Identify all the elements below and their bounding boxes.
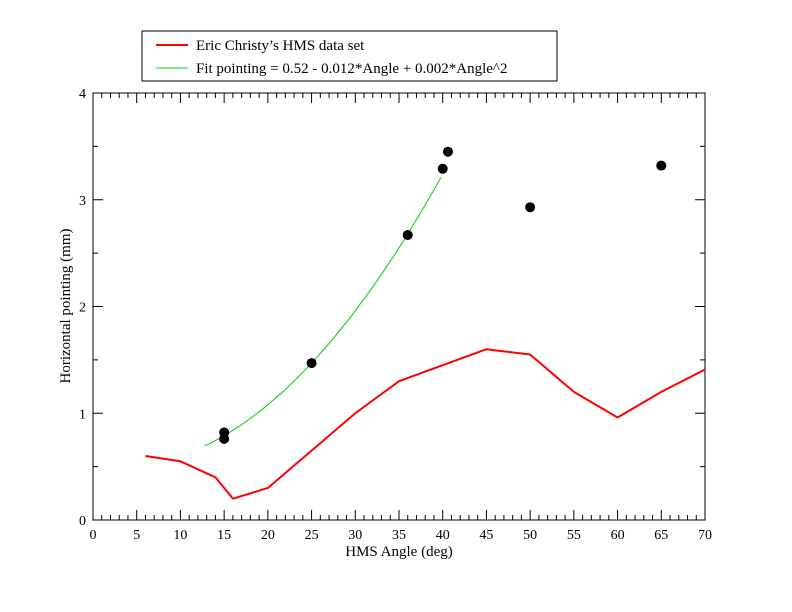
x-tick-label: 30: [348, 528, 362, 543]
scatter-point: [306, 358, 317, 369]
series-line-fit: [204, 177, 442, 447]
x-tick-label: 20: [261, 528, 275, 543]
scatter-point: [442, 146, 453, 157]
legend-label-series-1: Fit pointing = 0.52 - 0.012*Angle + 0.00…: [196, 61, 507, 77]
y-tick-label: 1: [79, 407, 86, 422]
x-tick-label: 10: [173, 528, 187, 543]
x-tick-label: 35: [392, 528, 406, 543]
x-tick-label: 25: [305, 528, 319, 543]
scatter-point: [525, 202, 536, 213]
y-tick-label: 2: [79, 301, 86, 316]
x-tick-label: 60: [611, 528, 625, 543]
scatter-point: [402, 229, 413, 240]
legend-label-series-0: Eric Christy’s HMS data set: [196, 38, 365, 54]
y-tick-label: 0: [79, 514, 86, 529]
x-tick-label: 65: [654, 528, 668, 543]
x-tick-label: 5: [133, 528, 140, 543]
x-tick-label: 50: [523, 528, 537, 543]
x-tick-label: 15: [217, 528, 231, 543]
axis-tick-labels: 0 5 10 15 20 25 30 35 40 45 50 55 60 65 70 0 1 2 3 4: [79, 87, 712, 543]
y-tick-label: 3: [79, 194, 86, 209]
legend-box: [141, 30, 558, 82]
x-tick-label: 70: [698, 528, 712, 543]
x-axis-label: HMS Angle (deg): [345, 544, 453, 560]
x-tick-label: 40: [436, 528, 450, 543]
y-axis-label: Horizontal pointing (mm): [58, 229, 74, 384]
legend: Eric Christy’s HMS data set Fit pointing…: [141, 30, 558, 82]
x-tick-label: 45: [479, 528, 493, 543]
x-tick-label: 0: [90, 528, 97, 543]
series-line-eric-christy: [145, 348, 706, 500]
scatter-point: [219, 433, 230, 444]
scatter-point: [437, 163, 448, 174]
y-tick-label: 4: [79, 87, 86, 102]
x-tick-label: 55: [567, 528, 581, 543]
scatter-point: [656, 160, 667, 171]
axis-ticks: [92, 92, 706, 521]
series-layer: [145, 146, 706, 500]
